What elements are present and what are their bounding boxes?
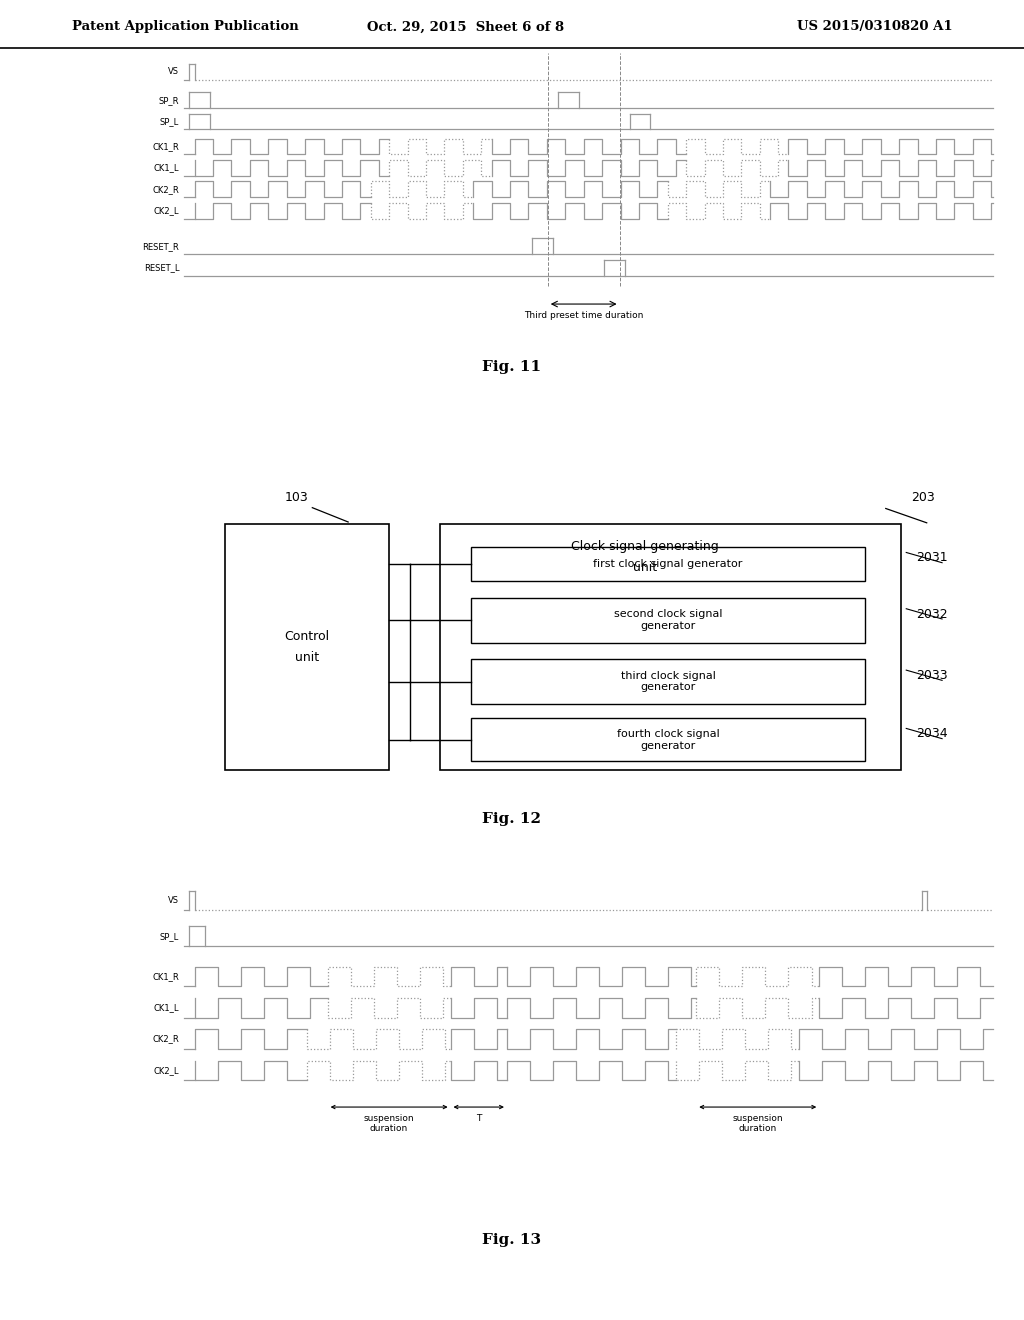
Bar [471, 546, 865, 581]
Text: suspension
duration: suspension duration [364, 1114, 415, 1133]
Text: CK2_L: CK2_L [154, 1065, 179, 1074]
Text: CK1_L: CK1_L [154, 1003, 179, 1012]
Text: unit: unit [295, 651, 319, 664]
Text: 203: 203 [911, 491, 935, 503]
Text: CK1_R: CK1_R [153, 143, 179, 150]
Text: SP_L: SP_L [160, 932, 179, 941]
Text: Third preset time duration: Third preset time duration [524, 312, 643, 321]
Text: US 2015/0310820 A1: US 2015/0310820 A1 [797, 20, 952, 33]
Text: Fig. 12: Fig. 12 [482, 812, 542, 826]
Text: third clock signal
generator: third clock signal generator [621, 671, 716, 693]
Bar [471, 598, 865, 643]
Text: unit: unit [633, 561, 657, 573]
Text: SP_L: SP_L [160, 117, 179, 127]
Text: Clock signal generating: Clock signal generating [571, 540, 719, 553]
Text: 103: 103 [285, 491, 309, 503]
Text: VS: VS [168, 67, 179, 77]
Text: suspension
duration: suspension duration [732, 1114, 783, 1133]
Text: 2032: 2032 [916, 607, 948, 620]
Text: 2031: 2031 [916, 552, 948, 564]
Bar [225, 524, 389, 770]
Bar [471, 659, 865, 704]
Text: Control: Control [285, 630, 330, 643]
Text: CK2_L: CK2_L [154, 206, 179, 215]
Text: RESET_R: RESET_R [142, 242, 179, 251]
Text: RESET_L: RESET_L [143, 263, 179, 272]
Text: Patent Application Publication: Patent Application Publication [72, 20, 298, 33]
Text: fourth clock signal
generator: fourth clock signal generator [616, 729, 720, 751]
Text: SP_R: SP_R [159, 95, 179, 104]
Text: second clock signal
generator: second clock signal generator [614, 610, 722, 631]
Text: T: T [476, 1114, 481, 1123]
Bar [471, 718, 865, 762]
Text: VS: VS [168, 896, 179, 906]
Text: CK2_R: CK2_R [153, 1035, 179, 1044]
Text: Fig. 11: Fig. 11 [482, 360, 542, 375]
Text: CK2_R: CK2_R [153, 185, 179, 194]
Bar [440, 524, 901, 770]
Text: first clock signal generator: first clock signal generator [594, 558, 742, 569]
Text: CK1_L: CK1_L [154, 164, 179, 173]
Text: Oct. 29, 2015  Sheet 6 of 8: Oct. 29, 2015 Sheet 6 of 8 [368, 20, 564, 33]
Text: CK1_R: CK1_R [153, 972, 179, 981]
Text: 2034: 2034 [916, 727, 948, 741]
Text: Fig. 13: Fig. 13 [482, 1233, 542, 1247]
Text: 2033: 2033 [916, 669, 948, 682]
